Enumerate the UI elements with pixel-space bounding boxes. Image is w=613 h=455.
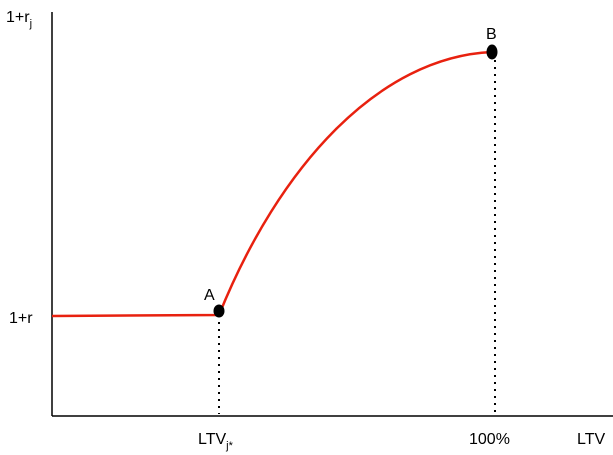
point-label-b: B <box>486 26 497 43</box>
series-line <box>51 50 493 318</box>
point-b <box>486 44 498 60</box>
x-tick-label-100: 100% <box>469 431 510 448</box>
point-a <box>213 304 225 318</box>
x-axis-label: LTV <box>577 431 605 448</box>
point-label-a: A <box>204 287 215 304</box>
y-tick-label-1: 1+r <box>9 310 33 327</box>
y-axis-label: 1+rj <box>6 9 32 30</box>
x-tick-label-ltv-j: LTVj* <box>198 431 234 452</box>
